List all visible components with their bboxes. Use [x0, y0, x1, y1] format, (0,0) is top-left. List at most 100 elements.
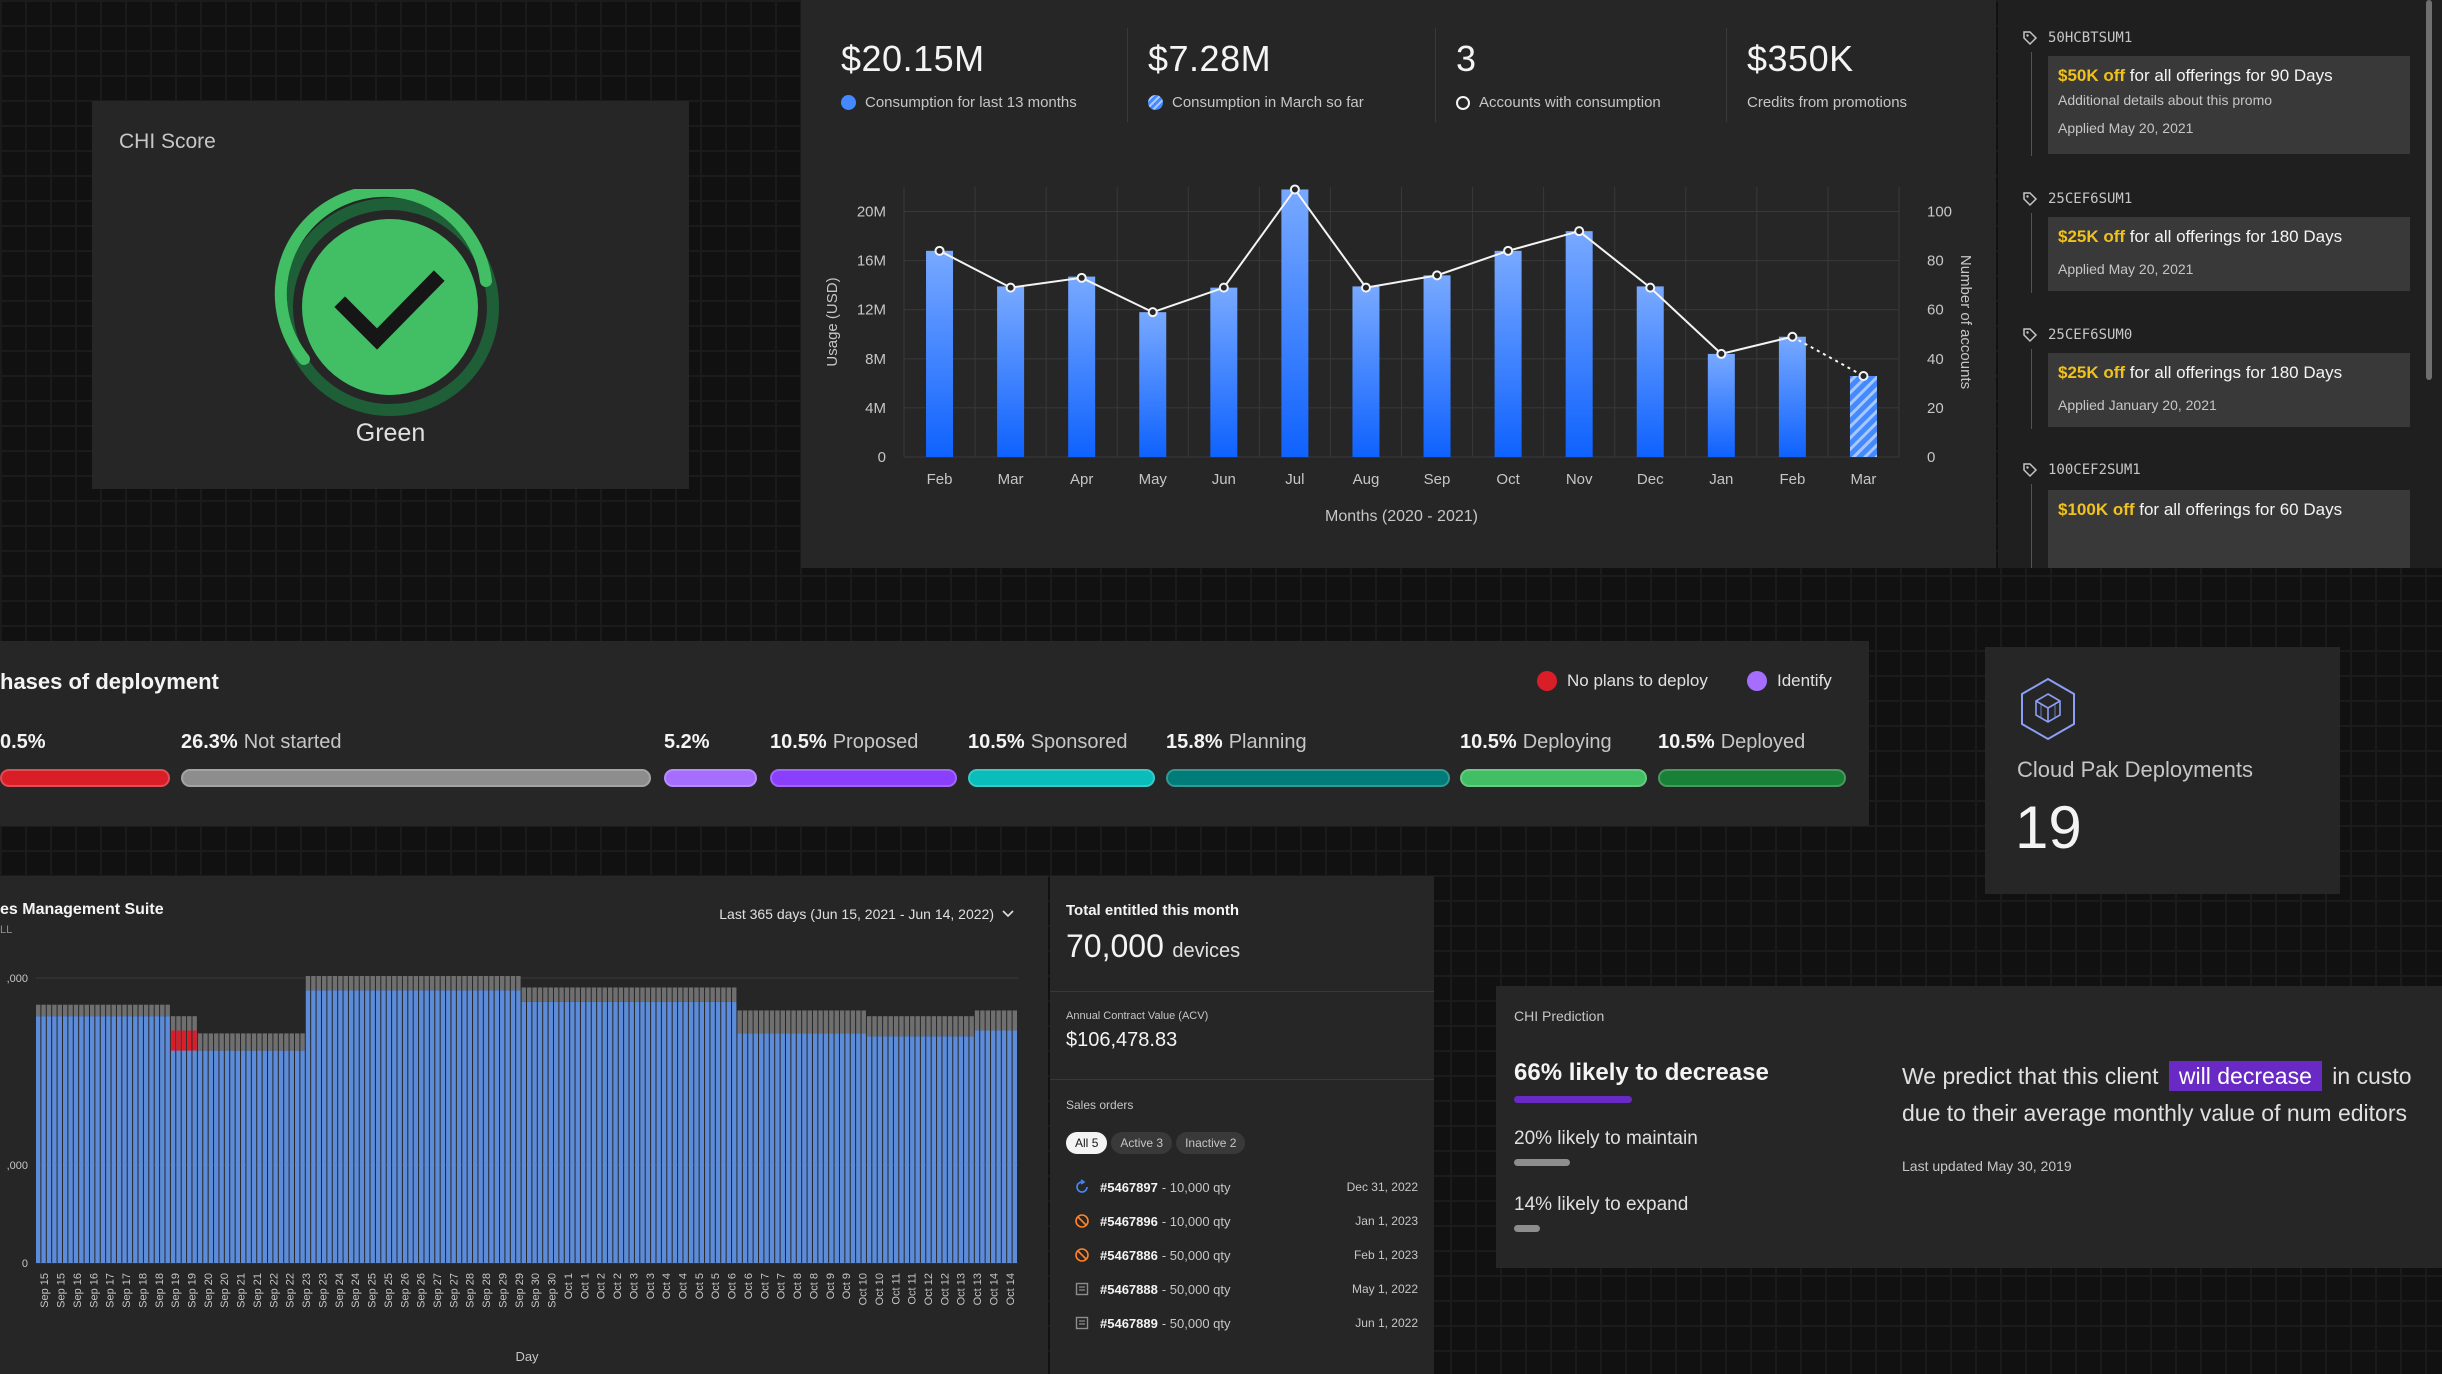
x-tick-label: Oct 8: [792, 1273, 804, 1299]
phase-no-plans[interactable]: 0.5%: [0, 731, 170, 787]
legend-item-identify: Identify: [1747, 671, 1832, 691]
usage-bar: [597, 1001, 602, 1263]
phase-sponsored[interactable]: 10.5% Sponsored: [968, 731, 1155, 787]
capacity-bar: [143, 1004, 149, 1017]
usage-bar: [678, 1001, 683, 1263]
filter-active[interactable]: Active 3: [1111, 1132, 1173, 1154]
x-tick-label: Oct 3: [645, 1273, 657, 1299]
kpi-consumption-13-months: $20.15M Consumption for last 13 months: [841, 38, 1077, 111]
sales-order-row[interactable]: #5467896 - 10,000 qty Jan 1, 2023: [1074, 1213, 1418, 1229]
capacity-bar: [478, 976, 483, 991]
usage-bar: [607, 1001, 613, 1263]
phase-identify[interactable]: 5.2%: [664, 731, 757, 787]
y2-tick-label: 100: [1927, 204, 1952, 221]
promo-connector: [2031, 52, 2032, 156]
blocked-icon: [1075, 1214, 1089, 1228]
promo-card[interactable]: $25K off for all offerings for 180 Days …: [2048, 217, 2410, 291]
usage-bar: [451, 990, 456, 1263]
sales-order-row[interactable]: #5467886 - 50,000 qty Feb 1, 2023: [1074, 1247, 1418, 1263]
promo-card[interactable]: $100K off for all offerings for 60 Days: [2048, 490, 2410, 568]
capacity-bar: [807, 1010, 812, 1034]
usage-bar: [62, 1016, 68, 1263]
accounts-point: [1289, 184, 1300, 195]
usage-bar: [726, 1001, 732, 1263]
capacity-bar: [613, 987, 618, 1002]
capacity-bar: [839, 1010, 845, 1034]
capacity-bar: [742, 1010, 748, 1034]
x-tick-label: Dec: [1637, 471, 1664, 488]
y-tick-label: 16M: [857, 253, 886, 270]
filter-all[interactable]: All 5: [1066, 1132, 1108, 1154]
bar: [1494, 250, 1522, 457]
phase-bar: [1166, 769, 1450, 787]
sales-order-row[interactable]: #5467889 - 50,000 qty Jun 1, 2022: [1074, 1315, 1418, 1331]
entitled-title: Total entitled this month: [1066, 902, 1240, 919]
chi-score-title: CHI Score: [119, 130, 216, 153]
usage-bar: [1001, 1030, 1007, 1263]
order-id: #5467886: [1100, 1247, 1158, 1263]
capacity-bar: [985, 1010, 991, 1031]
capacity-bar: [527, 987, 532, 1002]
usage-bar: [435, 990, 440, 1263]
usage-bar: [500, 990, 505, 1263]
usage-bar: [802, 1033, 807, 1263]
capacity-bar: [893, 1016, 899, 1037]
phase-pct: 10.5%: [1658, 731, 1715, 753]
usage-bar: [332, 990, 338, 1263]
usage-bar: [537, 1001, 543, 1263]
capacity-bar: [721, 987, 726, 1002]
date-range-dropdown[interactable]: Last 365 days (Jun 15, 2021 - Jun 14, 20…: [719, 906, 1014, 922]
capacity-bar: [521, 987, 526, 1002]
sales-order-row[interactable]: #5467888 - 50,000 qty May 1, 2022: [1074, 1281, 1418, 1297]
usage-bar: [629, 1001, 634, 1263]
usage-bar: [796, 1033, 802, 1263]
capacity-bar: [791, 1010, 796, 1034]
accounts-point: [934, 245, 945, 256]
legend-label: Identify: [1777, 671, 1832, 690]
capacity-bar: [586, 987, 591, 1002]
promo-card[interactable]: $50K off for all offerings for 90 Days A…: [2048, 56, 2410, 154]
usage-bar: [839, 1033, 845, 1263]
usage-bar: [785, 1033, 791, 1263]
x-tick-label: Jan: [1709, 471, 1733, 488]
usage-bar: [41, 1016, 46, 1263]
chevron-down-icon: [1002, 910, 1014, 918]
phase-deployed[interactable]: 10.5% Deployed: [1658, 731, 1846, 787]
capacity-bar: [629, 987, 634, 1002]
capacity-bar: [84, 1004, 89, 1017]
usage-bar: [580, 1001, 586, 1263]
usage-bar: [1007, 1030, 1012, 1263]
promo-card[interactable]: $25K off for all offerings for 180 Days …: [2048, 353, 2410, 427]
sales-order-row[interactable]: #5467897 - 10,000 qty Dec 31, 2022: [1074, 1179, 1418, 1195]
phase-proposed[interactable]: 10.5% Proposed: [770, 731, 957, 787]
scrollbar[interactable]: [2426, 0, 2432, 380]
capacity-bar: [456, 976, 462, 991]
filter-inactive[interactable]: Inactive 2: [1176, 1132, 1246, 1154]
capacity-bar: [877, 1016, 883, 1037]
phase-planning[interactable]: 15.8% Planning: [1166, 731, 1450, 787]
capacity-bar: [1001, 1010, 1007, 1031]
promo-code: 25CEF6SUM0: [2022, 327, 2132, 343]
usage-bar: [424, 990, 429, 1263]
usage-bar: [645, 1001, 651, 1263]
capacity-bar: [764, 1010, 769, 1034]
usage-bar: [246, 1050, 251, 1263]
usage-bar: [877, 1036, 883, 1263]
promotions-panel: 50HCBTSUM1 $50K off for all offerings fo…: [1998, 0, 2442, 568]
capacity-bar: [564, 987, 570, 1002]
usage-bar: [268, 1050, 273, 1263]
phase-bar: [1460, 769, 1647, 787]
kpi-value: $7.28M: [1148, 38, 1272, 79]
phase-deploying[interactable]: 10.5% Deploying: [1460, 731, 1647, 787]
usage-bar: [888, 1036, 893, 1263]
capacity-bar: [214, 1033, 219, 1051]
x-tick-label: Oct 13: [972, 1273, 984, 1305]
capacity-bar: [856, 1010, 861, 1034]
capacity-bar: [413, 976, 419, 991]
usage-bar: [122, 1016, 127, 1263]
x-tick-label: Oct 5: [694, 1273, 706, 1299]
usage-bar: [510, 990, 516, 1263]
x-tick-label: Sep 19: [170, 1273, 182, 1308]
phase-not-started[interactable]: 26.3% Not started: [181, 731, 651, 787]
x-tick-label: Jul: [1285, 471, 1304, 488]
